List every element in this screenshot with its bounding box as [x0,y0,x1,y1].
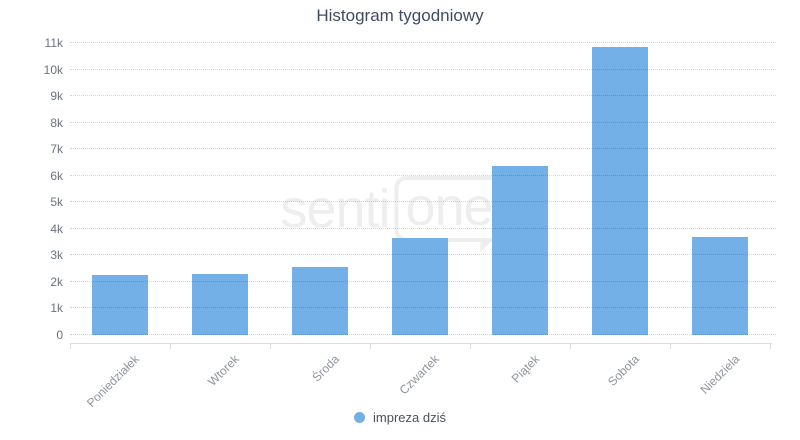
x-axis-label: Poniedziałek [83,352,142,411]
plot-area: senti one 0 1k 2k 3k 4k 5k 6k 7k 8k 9k 10k 11k [44,36,776,342]
bar-6[interactable] [692,237,748,335]
watermark-text-boxed: one [405,177,493,238]
bar-series [70,43,770,335]
category-slot [270,43,370,335]
x-axis-tick [70,343,71,349]
watermark-speech-tail [480,240,493,253]
watermark-logo: senti one [280,176,504,253]
x-axis-label: Niedziela [697,352,742,397]
bar-1[interactable] [192,274,248,335]
chart-title: Histogram tygodniowy [316,6,484,25]
x-axis-tick [170,343,171,349]
watermark-text-prefix: senti [280,179,390,240]
bar-3[interactable] [392,238,448,335]
y-axis-label: 4k [50,221,63,236]
y-axis-label: 8k [50,115,63,130]
bar-2[interactable] [292,267,348,335]
bar-4[interactable] [492,166,548,335]
category-slot [470,43,570,335]
category-slot [70,43,170,335]
x-axis-line [70,343,772,344]
category-slot [670,43,770,335]
category-slot [570,43,670,335]
y-axis-label: 10k [43,62,63,77]
x-axis-label: Czwartek [396,352,442,398]
x-axis-tick [470,343,471,349]
bar-0[interactable] [92,275,148,335]
y-axis-label: 11k [44,36,63,50]
bar-5[interactable] [592,47,648,335]
x-axis-label: Środa [309,352,342,385]
x-axis-label: Piątek [508,352,542,386]
x-axis-tick [370,343,371,349]
x-axis-tick [570,343,571,349]
y-axis-label: 6k [50,168,63,183]
y-axis-label: 3k [50,248,63,263]
y-axis-label: 0 [56,328,63,342]
x-axis-label: Wtorek [205,352,242,389]
legend-marker-icon [354,412,366,423]
y-axis-label: 9k [50,89,63,104]
legend-item[interactable]: impreza dziś [0,410,800,425]
y-axis-label: 5k [50,195,63,210]
category-slot [170,43,270,335]
watermark-box: one [394,176,504,253]
x-axis-tick [670,343,671,349]
x-axis-label: Sobota [605,352,642,389]
y-axis-label: 7k [50,142,63,157]
category-slot [370,43,470,335]
x-axis-tick [770,343,771,349]
y-axis-label: 2k [50,274,63,289]
legend-label: impreza dziś [373,410,446,425]
y-axis-label: 1k [50,301,63,316]
x-axis-tick [270,343,271,349]
